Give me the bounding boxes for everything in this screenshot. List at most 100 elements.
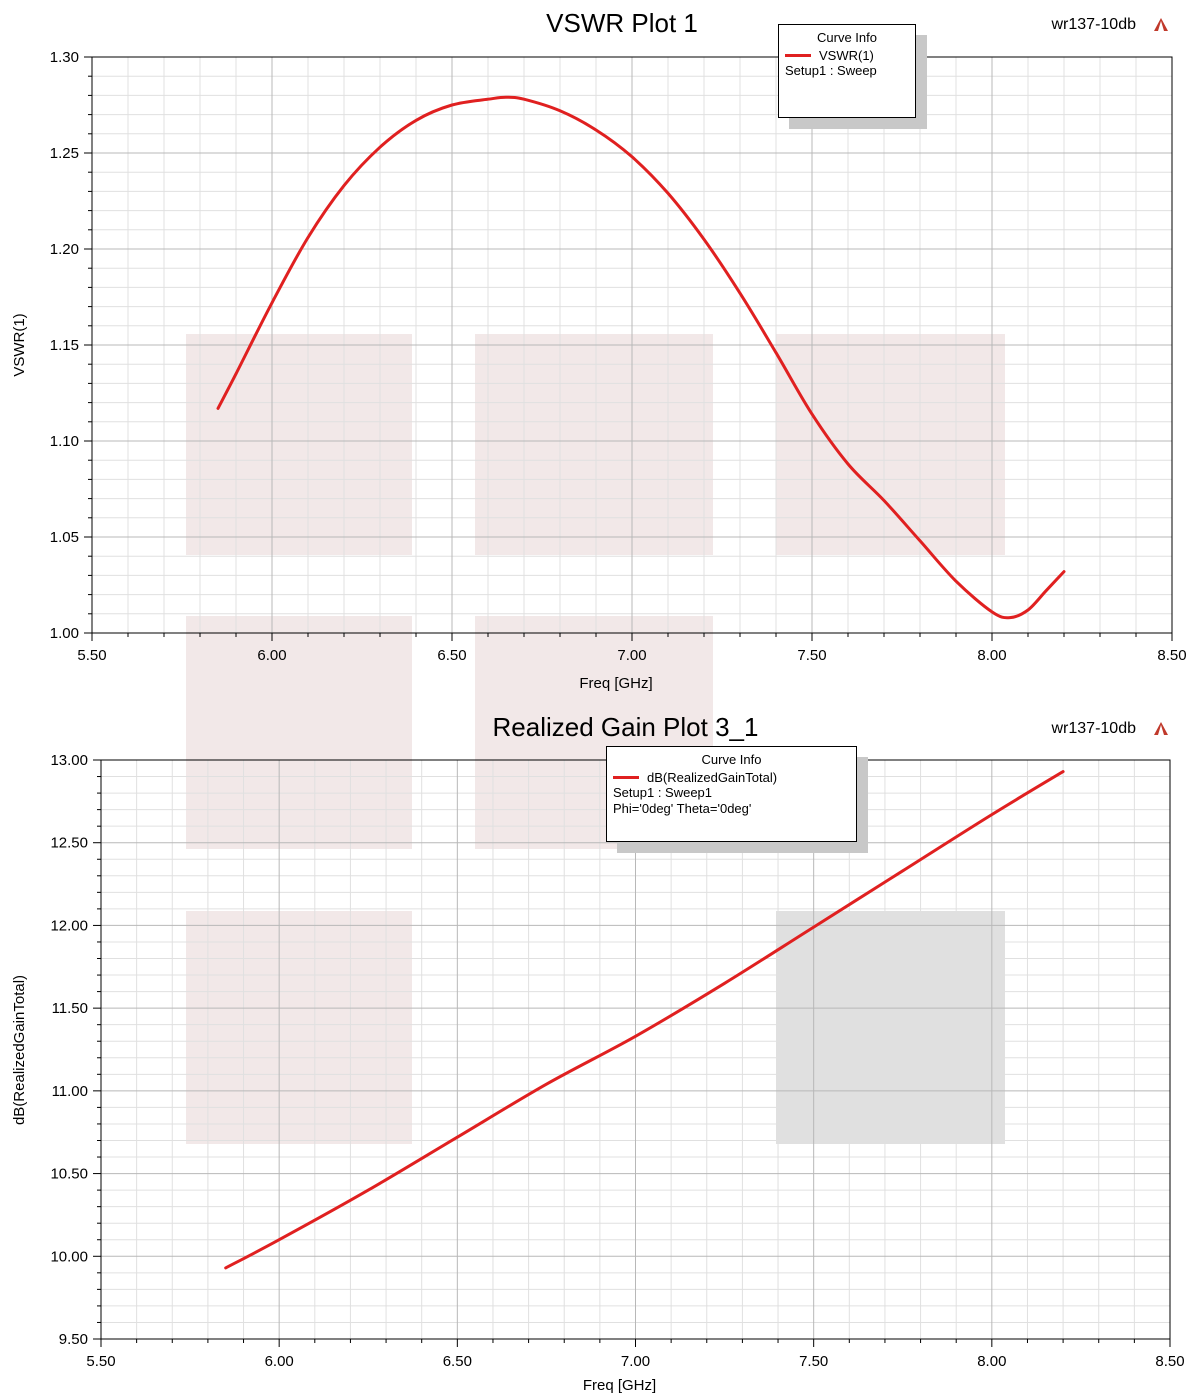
y-tick-label: 1.15 xyxy=(50,337,79,354)
data-point xyxy=(918,539,922,542)
y-tick-label: 11.50 xyxy=(52,1000,88,1017)
data-point xyxy=(306,236,310,239)
y-tick-label: 12.50 xyxy=(50,835,88,852)
y-axis-label: dB(RealizedGainTotal) xyxy=(11,975,28,1125)
y-tick-label: 1.20 xyxy=(50,241,79,258)
x-tick-label: 6.00 xyxy=(257,647,286,664)
chart-title: Realized Gain Plot 3_1 xyxy=(493,712,759,742)
app-logo-icon-inner xyxy=(1158,21,1164,31)
data-point xyxy=(666,192,670,195)
data-point xyxy=(1026,608,1030,612)
legend-title: Curve Info xyxy=(817,30,877,45)
curve-info-legend-vswr[interactable]: Curve Info VSWR(1) Setup1 : Sweep xyxy=(778,24,916,118)
y-tick-label: 10.50 xyxy=(50,1166,88,1183)
x-tick-label: 8.50 xyxy=(1157,647,1186,664)
y-tick-label: 1.00 xyxy=(50,625,79,642)
data-point xyxy=(634,1035,637,1038)
x-tick-label: 7.00 xyxy=(621,1353,650,1370)
data-point xyxy=(522,98,526,101)
curve-swatch xyxy=(785,54,811,57)
data-point xyxy=(216,407,220,410)
curve-info-legend-gain[interactable]: Curve Info dB(RealizedGainTotal) Setup1 … xyxy=(606,746,857,842)
x-tick-label: 5.50 xyxy=(86,1353,115,1370)
y-tick-label: 10.00 xyxy=(50,1248,88,1265)
data-point xyxy=(270,301,274,304)
data-point xyxy=(738,292,742,295)
data-point xyxy=(810,412,814,416)
legend-angle-line: Phi='0deg' Theta='0deg' xyxy=(613,801,752,816)
x-tick-label: 6.50 xyxy=(443,1353,472,1370)
legend-entry-label: dB(RealizedGainTotal) xyxy=(647,770,778,785)
y-tick-label: 9.50 xyxy=(59,1331,88,1348)
watermark-block xyxy=(186,911,412,1144)
data-point xyxy=(882,499,886,502)
data-point xyxy=(414,119,418,122)
x-tick-label: 8.00 xyxy=(977,647,1006,664)
chart-title: VSWR Plot 1 xyxy=(546,8,698,38)
x-tick-label: 7.00 xyxy=(617,647,646,664)
x-tick-label: 5.50 xyxy=(77,647,106,664)
data-point xyxy=(846,462,850,466)
data-point xyxy=(558,109,562,113)
data-point xyxy=(234,372,238,375)
data-point xyxy=(342,184,346,187)
watermark-block xyxy=(186,334,412,555)
data-point xyxy=(278,1238,281,1241)
watermark-block xyxy=(186,616,412,849)
data-point xyxy=(456,1136,459,1139)
watermark xyxy=(186,334,1005,1144)
project-name: wr137-10db xyxy=(1051,720,1137,737)
data-point xyxy=(774,351,778,354)
x-axis-label: Freq [GHz] xyxy=(583,1377,656,1394)
legend-entry[interactable]: VSWR(1) xyxy=(779,48,915,63)
y-tick-label: 11.00 xyxy=(52,1083,88,1100)
legend-title: Curve Info xyxy=(701,752,762,767)
legend-setup-line: Setup1 : Sweep1 xyxy=(613,785,713,800)
data-point xyxy=(450,103,454,107)
series-line xyxy=(216,95,1066,620)
legend-setup-line: Setup1 : Sweep xyxy=(785,63,877,78)
data-point xyxy=(224,1266,227,1270)
data-point xyxy=(378,146,382,149)
data-point xyxy=(367,1188,370,1192)
y-tick-label: 1.30 xyxy=(50,49,79,66)
data-point xyxy=(901,869,904,872)
y-tick-label: 12.00 xyxy=(50,917,88,934)
y-tick-label: 13.00 xyxy=(50,752,88,769)
watermark-block xyxy=(776,334,1005,555)
y-tick-label: 1.10 xyxy=(50,433,79,450)
x-tick-label: 8.50 xyxy=(1155,1353,1184,1370)
data-point xyxy=(1061,770,1065,773)
data-point xyxy=(812,925,815,929)
watermark-block xyxy=(776,911,1005,1144)
data-point xyxy=(990,813,993,816)
data-point xyxy=(723,982,726,985)
data-point xyxy=(630,155,634,158)
app-logo-icon-inner xyxy=(1158,725,1164,735)
x-tick-label: 7.50 xyxy=(799,1353,828,1370)
project-name: wr137-10db xyxy=(1051,16,1137,33)
data-point xyxy=(954,580,958,583)
legend-entry[interactable]: dB(RealizedGainTotal) xyxy=(607,770,856,785)
y-axis-label: VSWR(1) xyxy=(11,313,28,376)
curve-swatch xyxy=(613,776,639,779)
x-tick-label: 8.00 xyxy=(977,1353,1006,1370)
data-point xyxy=(1062,570,1066,573)
data-point xyxy=(545,1083,548,1086)
plot-realized-gain: 5.50 6.00 6.50 7.00 7.50 8.00 8.50 9.50 10.00 10.… xyxy=(11,712,1185,1394)
y-tick-label: 1.25 xyxy=(50,145,79,162)
data-point xyxy=(486,98,490,101)
x-axis-label: Freq [GHz] xyxy=(579,675,652,692)
x-tick-label: 7.50 xyxy=(797,647,826,664)
data-point xyxy=(1008,616,1012,619)
data-point xyxy=(990,610,994,614)
legend-entry-label: VSWR(1) xyxy=(819,48,874,63)
data-point xyxy=(504,96,508,99)
watermark-block xyxy=(475,334,713,555)
x-tick-label: 6.00 xyxy=(265,1353,294,1370)
data-point xyxy=(594,128,598,132)
data-point xyxy=(1044,589,1048,592)
x-tick-label: 6.50 xyxy=(437,647,466,664)
